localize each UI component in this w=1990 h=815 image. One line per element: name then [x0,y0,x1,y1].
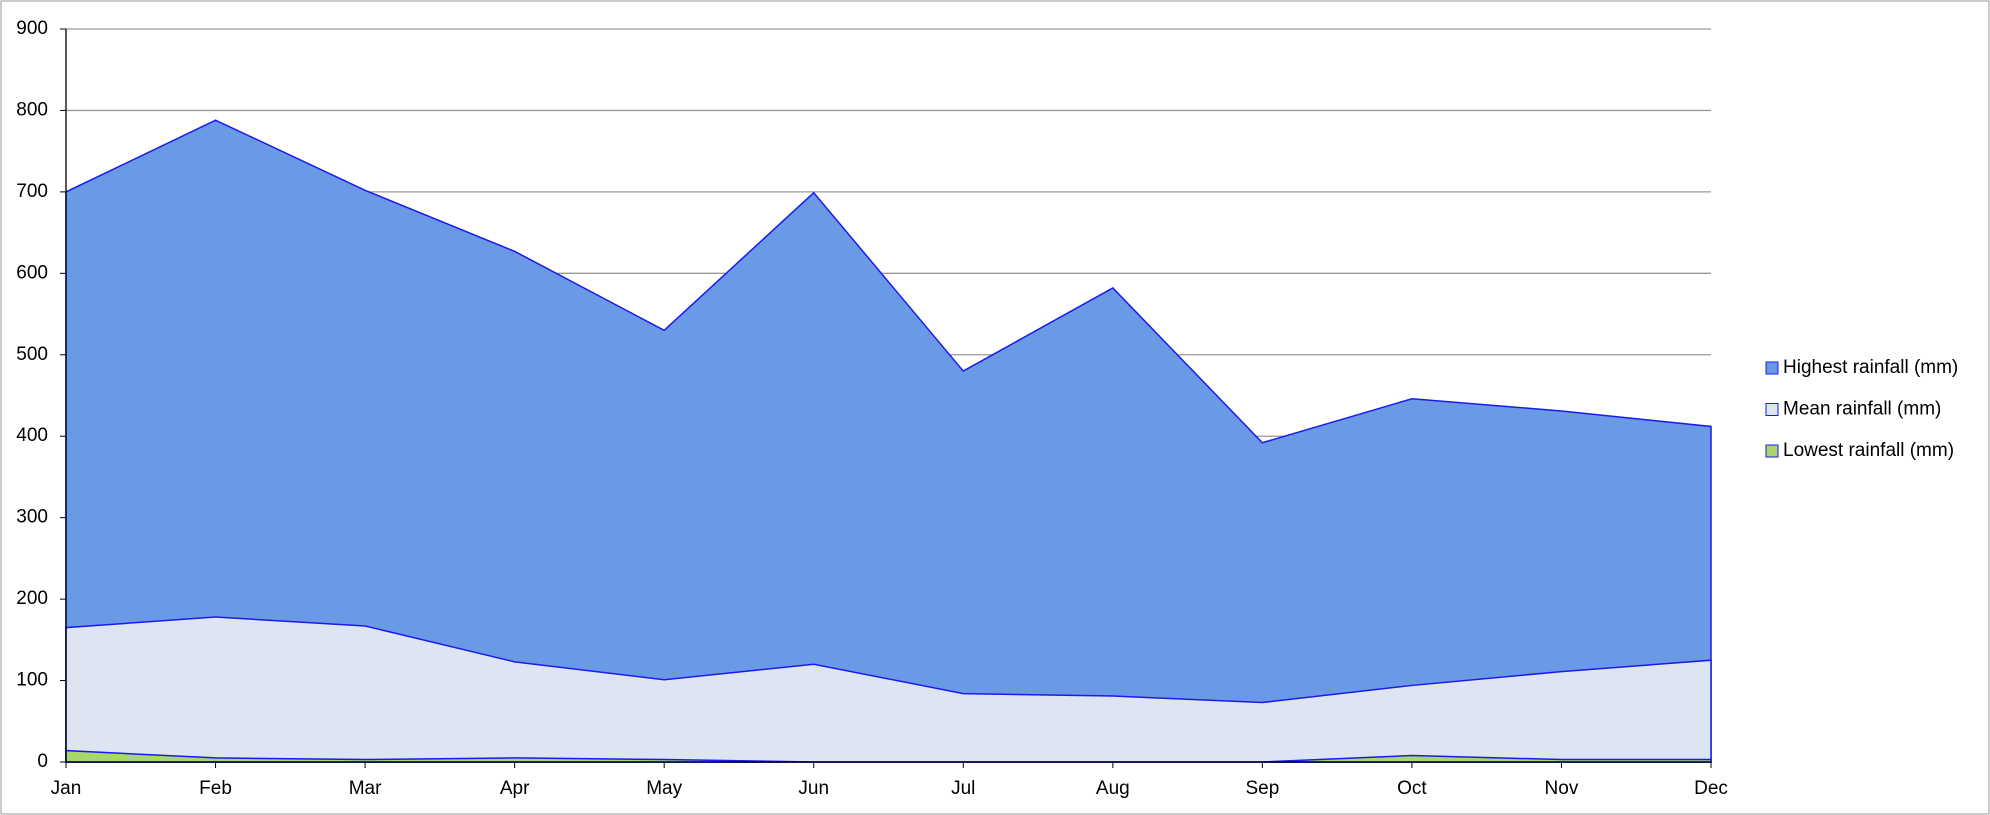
x-tick-label: Apr [500,778,530,799]
y-tick-label: 600 [16,262,48,283]
x-tick-label: May [646,778,682,799]
area [65,616,1712,763]
x-tick-label: Dec [1694,778,1728,799]
x-tick-label: Sep [1245,778,1279,799]
y-tick-label: 500 [16,344,48,365]
area [65,119,1712,763]
legend-label: Lowest rainfall (mm) [1783,440,1954,461]
x-tick-label: Oct [1397,778,1427,799]
y-tick-label: 0 [37,751,48,772]
legend-swatch [1765,361,1779,375]
y-tick-label: 200 [16,588,48,609]
y-tick-label: 800 [16,99,48,120]
y-tick-label: 100 [16,670,48,691]
x-tick-label: Nov [1545,778,1579,799]
legend-label: Mean rainfall (mm) [1783,399,1941,420]
legend-label: Highest rainfall (mm) [1783,357,1958,378]
y-tick-label: 900 [16,18,48,39]
x-tick-label: Mar [349,778,382,799]
y-tick-label: 400 [16,425,48,446]
x-tick-label: Jul [951,778,975,799]
x-tick-label: Jan [51,778,82,799]
y-tick-label: 700 [16,181,48,202]
x-tick-label: Jun [798,778,829,799]
y-tick-label: 300 [16,507,48,528]
legend-swatch [1765,403,1779,416]
legend-swatch [1765,444,1779,458]
x-tick-label: Feb [199,778,232,799]
x-tick-label: Aug [1096,778,1130,799]
